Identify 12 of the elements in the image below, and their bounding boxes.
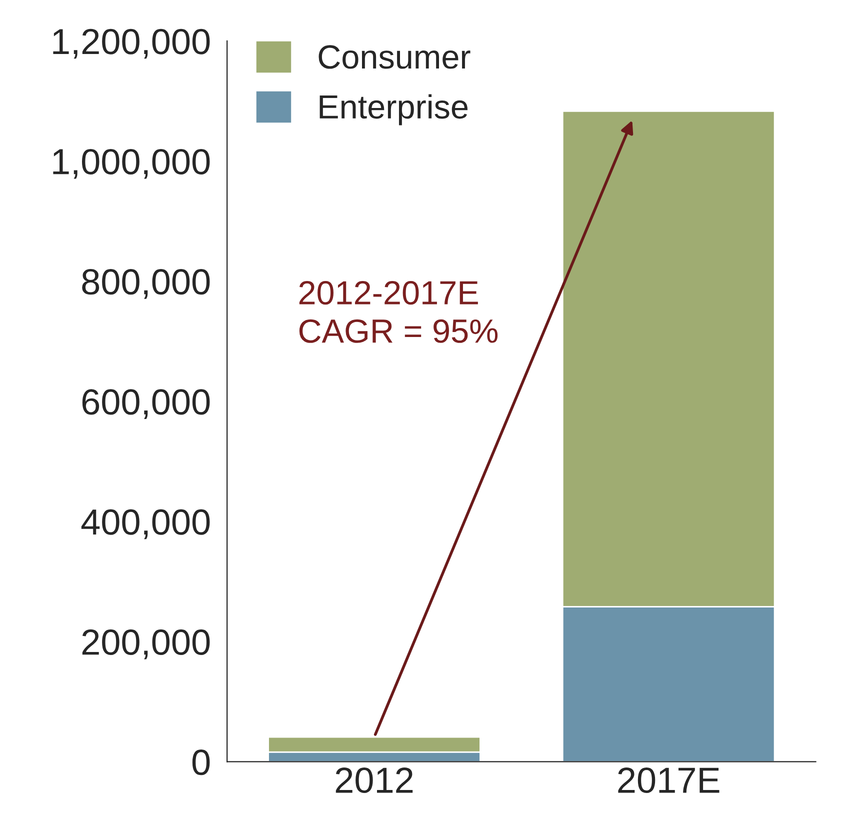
annotation: 2012-2017E CAGR = 95% xyxy=(299,281,498,343)
legend-label: Enterprise xyxy=(320,94,468,126)
x-tick-label: 2012 xyxy=(336,767,413,794)
y-tick-label: 800,000 xyxy=(82,269,210,299)
y-tick-label: 200,000 xyxy=(82,629,210,660)
y-tick-label: 600,000 xyxy=(82,389,210,420)
legend-label: Consumer xyxy=(318,45,470,69)
x-tick-label: 2017E xyxy=(618,767,720,794)
y-tick-label: 0 xyxy=(192,750,210,776)
y-tick-label: 1,200,000 xyxy=(53,28,210,59)
y-tick-label: 400,000 xyxy=(81,509,210,540)
y-tick-label: 1,000,000 xyxy=(53,148,210,179)
